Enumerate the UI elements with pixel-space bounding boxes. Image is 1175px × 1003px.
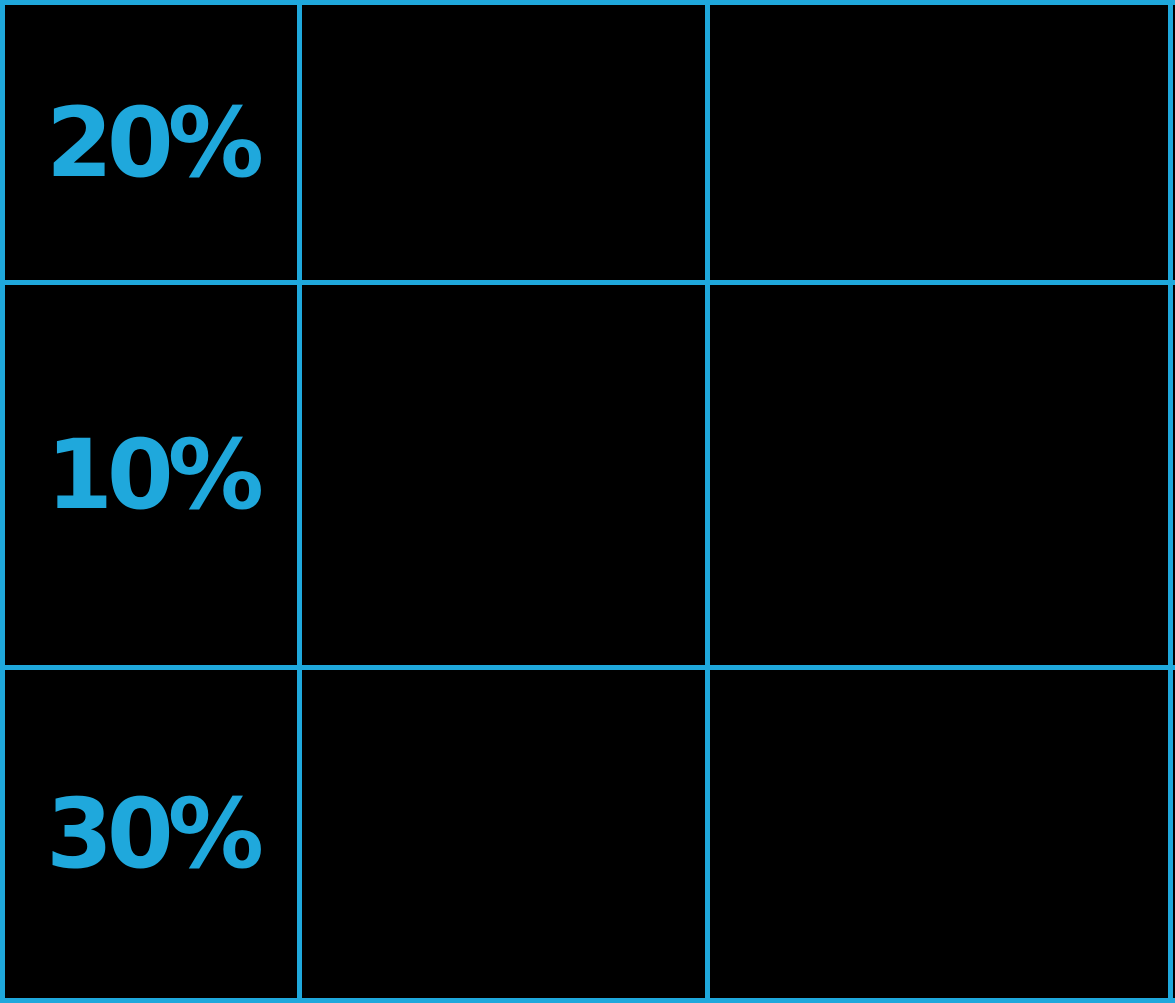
- grid-line-row-2: [0, 665, 1175, 670]
- grid-line-right: [1168, 0, 1173, 1003]
- cell-r3-c3: [710, 670, 1168, 998]
- cell-r2-c3: [710, 285, 1168, 665]
- cell-r1-c3: [710, 5, 1168, 280]
- grid-line-bottom: [0, 998, 1175, 1003]
- grid-line-left: [0, 0, 5, 1003]
- cell-r2-c2: [302, 285, 705, 665]
- grid-line-col-2: [705, 0, 710, 1003]
- grid-line-top: [0, 0, 1175, 5]
- cell-r3-c2: [302, 670, 705, 998]
- row-label-1: 20%: [46, 86, 264, 199]
- grid-line-col-1: [297, 0, 302, 1003]
- cell-r1-c2: [302, 5, 705, 280]
- grid-line-row-1: [0, 280, 1175, 285]
- row-label-3: 30%: [46, 778, 264, 890]
- row-label-2: 10%: [46, 419, 264, 531]
